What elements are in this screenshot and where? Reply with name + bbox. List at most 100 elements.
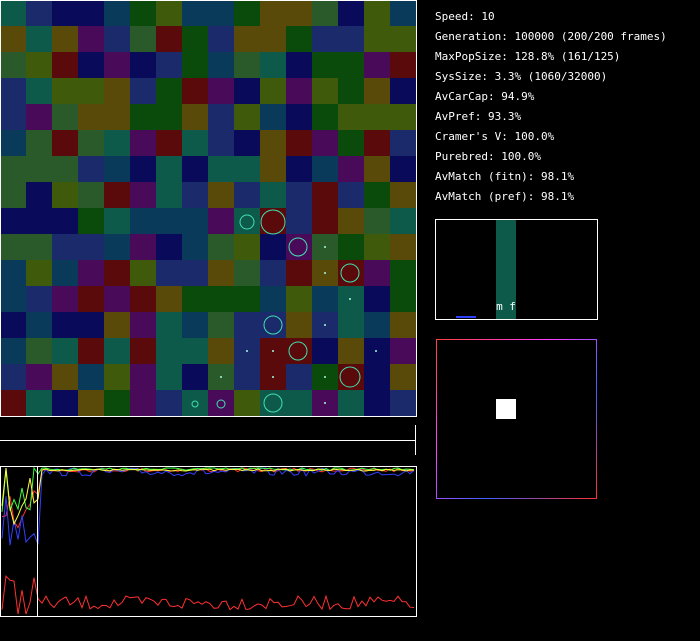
grid-cell [0,260,26,286]
grid-cell [26,364,52,390]
grid-cell [208,130,234,156]
grid-cell [78,156,104,182]
grid-cell [156,130,182,156]
grid-cell [260,130,286,156]
grid-cell [182,130,208,156]
grid-cell [26,234,52,260]
grid-cell [364,260,390,286]
grid-cell [0,286,26,312]
grid-cell [130,312,156,338]
grid-cell [234,260,260,286]
grid-cell [130,390,156,416]
grid-cell [286,156,312,182]
grid-cell [0,364,26,390]
grid-cell [234,156,260,182]
grid-cell [234,390,260,416]
grid-cell [234,130,260,156]
grid-cell [52,364,78,390]
grid-cell [26,260,52,286]
grid-cell [104,260,130,286]
trace [1,467,415,546]
grid-cell [78,52,104,78]
grid-cell [390,78,416,104]
grid-cell [364,234,390,260]
grid-cell [104,26,130,52]
grid-cell [78,364,104,390]
grid-cell [338,130,364,156]
grid-cell [182,52,208,78]
grid-cell [338,390,364,416]
grid-cell [130,0,156,26]
grid-cell [338,208,364,234]
grid-cell [156,338,182,364]
grid-cell [52,208,78,234]
grid-cell [156,182,182,208]
grid-cell [312,338,338,364]
grid-cell [78,260,104,286]
grid-cell [104,286,130,312]
grid-cell [104,104,130,130]
agent-dot [220,376,222,378]
grid-cell [52,130,78,156]
grid-cell [286,364,312,390]
grid-cell [390,156,416,182]
grid-cell [364,104,390,130]
grid-cell [0,390,26,416]
history-graph [0,466,417,617]
grid-cell [208,156,234,182]
grid-cell [312,26,338,52]
agent-dot [272,376,274,378]
grid-border [0,0,417,417]
grid-cell [156,312,182,338]
grid-cell [26,104,52,130]
grid-cell [104,312,130,338]
grid-cell [52,52,78,78]
grid-cell [130,364,156,390]
grid-cell [338,52,364,78]
grid-cell [260,52,286,78]
grid-cell [390,364,416,390]
grid-cell [52,26,78,52]
grid-cell [156,390,182,416]
grid-cell [52,0,78,26]
grid-cell [78,286,104,312]
grid-cell [182,234,208,260]
grid-cell [286,182,312,208]
grid-cell [390,286,416,312]
grid-cell [364,286,390,312]
grid-cell [130,156,156,182]
grid-cell [26,156,52,182]
grid-cell [286,104,312,130]
grid-cell [312,286,338,312]
grid-cell [130,286,156,312]
grid-cell [312,78,338,104]
grid-cell [156,234,182,260]
grid-cell [208,390,234,416]
grid-cell [52,390,78,416]
world-grid [0,0,416,416]
grid-cell [234,78,260,104]
grid-cell [0,26,26,52]
stat-line: AvPref: 93.3% [435,110,521,123]
grid-cell [26,208,52,234]
grid-cell [234,104,260,130]
grid-cell [26,52,52,78]
grid-cell [26,130,52,156]
grid-cell [78,208,104,234]
grid-cell [260,182,286,208]
grid-cell [208,52,234,78]
grid-cell [234,26,260,52]
grid-cell [208,0,234,26]
grid-cell [260,104,286,130]
grid-cell [208,78,234,104]
grid-cell [390,104,416,130]
grid-cell [234,312,260,338]
grid-cell [130,338,156,364]
grid-cell [52,234,78,260]
agent [263,393,283,413]
agent [260,209,286,235]
grid-cell [286,26,312,52]
agent-dot [324,246,326,248]
grid-cell [338,0,364,26]
